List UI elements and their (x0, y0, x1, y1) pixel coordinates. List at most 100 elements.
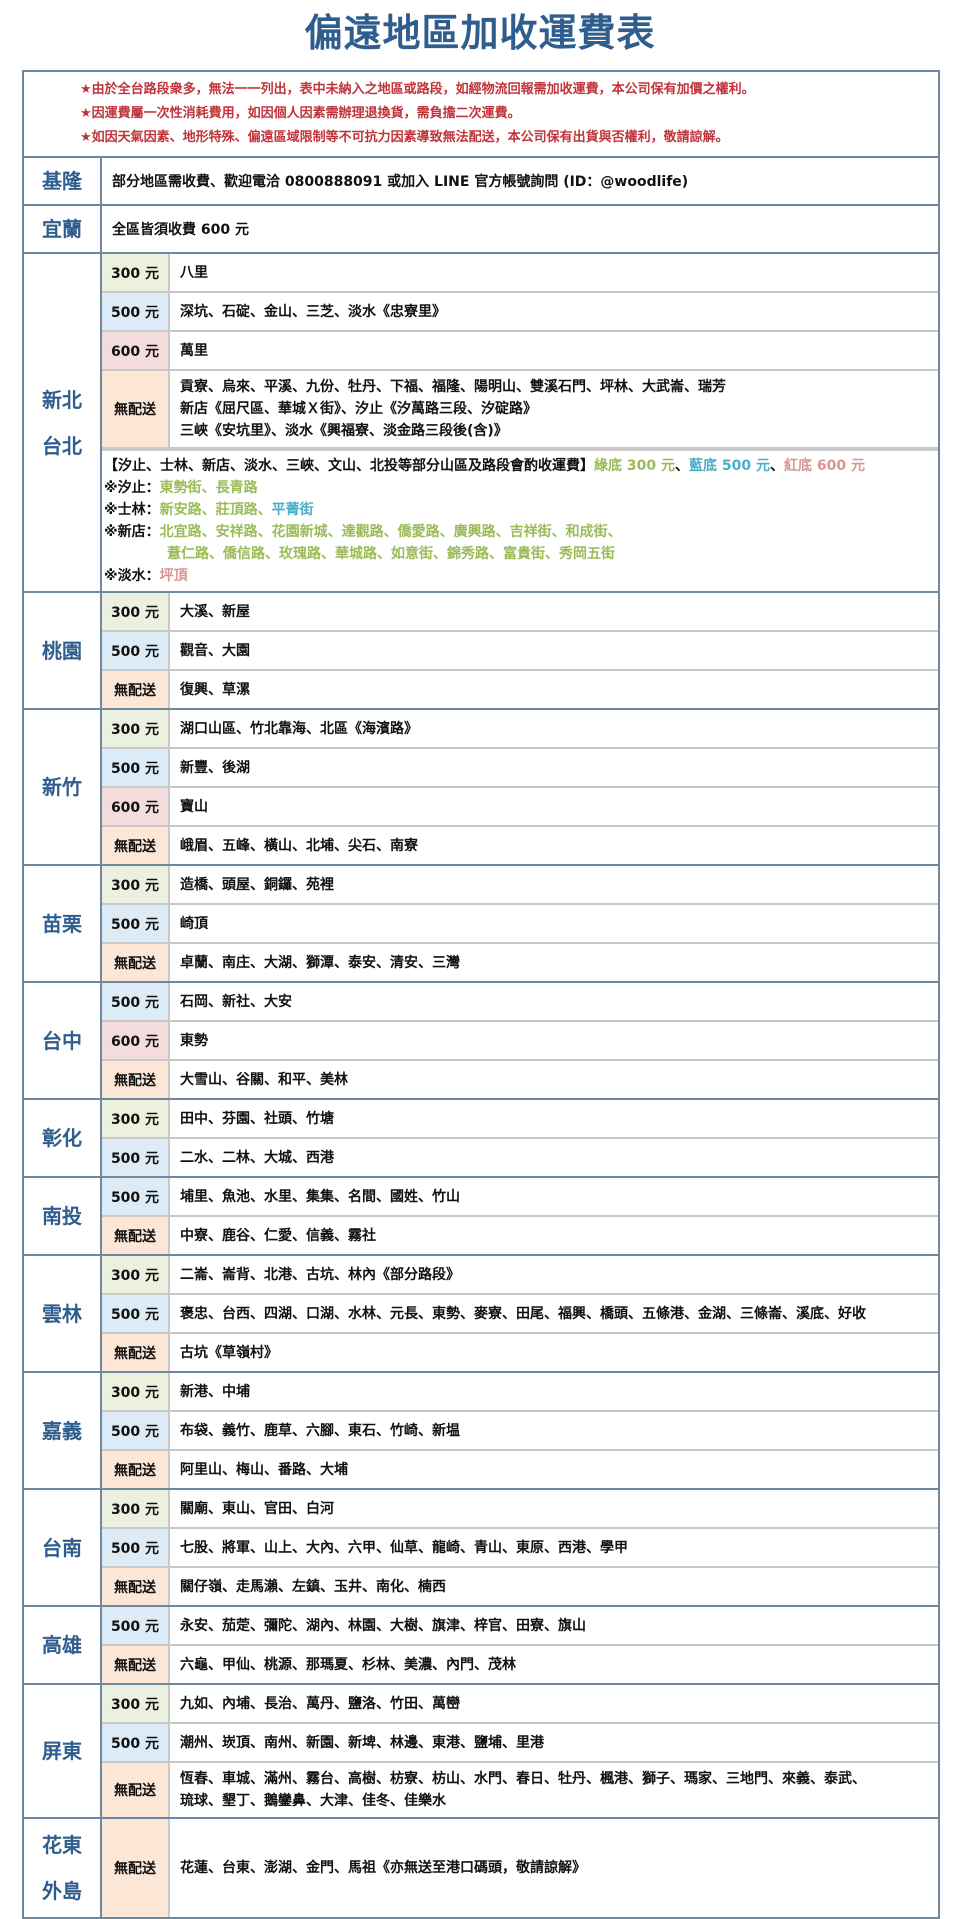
region-name: 花東 外島 (24, 1819, 102, 1917)
indent (104, 543, 167, 565)
region-5: 苗栗 300 元造橋、頭屋、銅鑼、苑裡 500 元崎頂 無配送 卓蘭、南庄、大湖、獅潭、… (24, 866, 938, 983)
region-description: 全區皆須收費 600 元 (112, 222, 249, 238)
surcharge-text: 紅底 600 元 (783, 458, 865, 474)
region-body: 300 元八里 500 元深坑、石碇、金山、三芝、淡水《忠寮里》 600 元萬里 無配… (102, 254, 938, 591)
fee-badge: 300 元 (102, 1685, 170, 1722)
surcharge-district-label: ※淡水： (104, 568, 160, 584)
area-line: 永安、茄萣、彌陀、湖內、林園、大樹、旗津、梓官、田寮、旗山 (180, 1617, 586, 1634)
fee-badge: 無配送 (102, 1334, 170, 1371)
area-line: 琉球、墾丁、鵝鑾鼻、大津、佳冬、佳樂水 (180, 1793, 446, 1809)
region-10: 嘉義 300 元新港、中埔 500 元布袋、義竹、鹿草、六腳、東石、竹崎、新塭 無配送… (24, 1373, 938, 1490)
fee-badge: 600 元 (102, 788, 170, 825)
fee-badge: 300 元 (102, 1373, 170, 1410)
fee-badge: 300 元 (102, 254, 170, 291)
fee-badge: 500 元 (102, 293, 170, 330)
shipping-fee-table: ★由於全台路段衆多，無法一一列出，表中未納入之地區或路段，如經物流回報需加收運費… (22, 70, 940, 1919)
area-list: 中寮、鹿谷、仁愛、信義、霧社 (170, 1217, 938, 1254)
region-body: 500 元永安、茄萣、彌陀、湖內、林園、大樹、旗津、梓官、田寮、旗山 無配送 六龜、… (102, 1607, 938, 1683)
fee-row: 600 元萬里 (102, 332, 938, 371)
fee-badge: 500 元 (102, 905, 170, 942)
region-name: 新竹 (24, 710, 102, 864)
area-list: 貢寮、烏來、平溪、九份、牡丹、下福、福隆、陽明山、雙溪石門、坪林、大武崙、瑞芳新… (170, 371, 938, 447)
fee-badge: 300 元 (102, 866, 170, 903)
area-line: 新豐、後湖 (180, 759, 250, 776)
area-line: 大雪山、谷關、和平、美林 (180, 1071, 348, 1088)
area-line: 二水、二林、大城、西港 (180, 1149, 334, 1166)
area-list: 潮州、崁頂、南州、新園、新埤、林邊、東港、鹽埔、里港 (170, 1724, 938, 1761)
fee-badge: 300 元 (102, 593, 170, 630)
region-name-line: 台中 (42, 1028, 82, 1053)
area-list: 湖口山區、竹北靠海、北區《海濱路》 (170, 710, 938, 747)
region-name-line: 新竹 (42, 775, 82, 799)
surcharge-text: 綠底 300 元 (594, 458, 675, 474)
fee-row: 無配送 卓蘭、南庄、大湖、獅潭、泰安、清安、三灣 (102, 944, 938, 981)
fee-row: 300 元田中、芬園、社頭、竹塘 (102, 1100, 938, 1139)
area-line: 東勢 (180, 1032, 208, 1049)
fee-badge: 無配送 (102, 1819, 170, 1917)
surcharge-line: 薏仁路、僑信路、玫瑰路、華城路、如意街、錦秀路、富貴街、秀岡五街 (104, 543, 938, 565)
fee-badge: 無配送 (102, 827, 170, 864)
fee-row: 500 元布袋、義竹、鹿草、六腳、東石、竹崎、新塭 (102, 1412, 938, 1451)
area-line: 觀音、大園 (180, 642, 250, 659)
area-line: 田中、芬園、社頭、竹塘 (180, 1110, 334, 1127)
fee-badge: 500 元 (102, 749, 170, 786)
region-name: 桃園 (24, 593, 102, 708)
surcharge-district-label: ※汐止： (104, 480, 160, 496)
region-body: 500 元埔里、魚池、水里、集集、名間、國姓、竹山 無配送 中寮、鹿谷、仁愛、信義、… (102, 1178, 938, 1254)
surcharge-text: 坪頂 (159, 568, 188, 584)
region-body: 300 元關廟、東山、官田、白河 500 元七股、將軍、山上、大內、六甲、仙草、龍… (102, 1490, 938, 1605)
area-line: 深坑、石碇、金山、三芝、淡水《忠寮里》 (180, 303, 446, 320)
fee-badge: 500 元 (102, 1139, 170, 1176)
area-line: 三峽《安坑里》、淡水《興福寮、淡金路三段後(含)》 (180, 423, 508, 439)
surcharge-text: 新安路、莊頂路、 (159, 502, 272, 518)
notice-block: ★由於全台路段衆多，無法一一列出，表中未納入之地區或路段，如經物流回報需加收運費… (24, 72, 938, 158)
fee-row: 無配送 峨眉、五峰、橫山、北埔、尖石、南寮 (102, 827, 938, 864)
region-list: 基隆 部分地區需收費、歡迎電洽 0800888091 或加入 LINE 官方帳號詢… (24, 158, 938, 1917)
region-body: 300 元造橋、頭屋、銅鑼、苑裡 500 元崎頂 無配送 卓蘭、南庄、大湖、獅潭、泰安… (102, 866, 938, 981)
region-body: 300 元湖口山區、竹北靠海、北區《海濱路》 500 元新豐、後湖 600 元寶山無… (102, 710, 938, 864)
region-6: 台中 500 元石岡、新社、大安 600 元東勢 無配送 大雪山、谷關、和平、美林 (24, 983, 938, 1100)
region-13: 屏東 300 元九如、內埔、長治、萬丹、鹽洛、竹田、萬巒 500 元潮州、崁頂、南州… (24, 1685, 938, 1819)
area-list: 永安、茄萣、彌陀、湖內、林園、大樹、旗津、梓官、田寮、旗山 (170, 1607, 938, 1644)
fee-badge: 300 元 (102, 1490, 170, 1527)
region-body: 300 元田中、芬園、社頭、竹塘 500 元二水、二林、大城、西港 (102, 1100, 938, 1176)
region-body: 300 元新港、中埔 500 元布袋、義竹、鹿草、六腳、東石、竹崎、新塭 無配送 阿里… (102, 1373, 938, 1488)
fee-row: 500 元崎頂 (102, 905, 938, 944)
area-line: 古坑《草嶺村》 (180, 1344, 278, 1361)
area-list: 古坑《草嶺村》 (170, 1334, 938, 1371)
fee-row: 無配送 大雪山、谷關、和平、美林 (102, 1061, 938, 1098)
fee-row: 300 元造橋、頭屋、銅鑼、苑裡 (102, 866, 938, 905)
area-line: 關仔嶺、走馬瀨、左鎮、玉井、南化、楠西 (180, 1578, 446, 1595)
area-line: 崎頂 (180, 915, 208, 932)
area-line: 石岡、新社、大安 (180, 993, 292, 1010)
notice-line: ★因運費屬一次性消耗費用，如因個人因素需辦理退換貨，需負擔二次運費。 (80, 106, 521, 121)
fee-row: 300 元二崙、崙背、北港、古坑、林內《部分路段》 (102, 1256, 938, 1295)
fee-row: 無配送 阿里山、梅山、番路、大埔 (102, 1451, 938, 1488)
fee-badge: 500 元 (102, 1529, 170, 1566)
area-line: 褒忠、台西、四湖、口湖、水林、元長、東勢、麥寮、田尾、福興、橋頭、五條港、金湖、… (180, 1305, 866, 1322)
page-title: 偏遠地區加收運費表 (304, 11, 656, 55)
region-8: 南投 500 元埔里、魚池、水里、集集、名間、國姓、竹山 無配送 中寮、鹿谷、仁愛、信… (24, 1178, 938, 1256)
fee-row: 無配送 六龜、甲仙、桃源、那瑪夏、杉林、美濃、內門、茂林 (102, 1646, 938, 1683)
region-name-line: 南投 (42, 1204, 82, 1228)
area-line: 布袋、義竹、鹿草、六腳、東石、竹崎、新塭 (180, 1422, 460, 1439)
region-name: 雲林 (24, 1256, 102, 1371)
area-list: 二崙、崙背、北港、古坑、林內《部分路段》 (170, 1256, 938, 1293)
fee-row: 無配送 中寮、鹿谷、仁愛、信義、霧社 (102, 1217, 938, 1254)
area-list: 萬里 (170, 332, 938, 369)
fee-row: 500 元永安、茄萣、彌陀、湖內、林園、大樹、旗津、梓官、田寮、旗山 (102, 1607, 938, 1646)
area-line: 卓蘭、南庄、大湖、獅潭、泰安、清安、三灣 (180, 954, 460, 971)
fee-row: 無配送 古坑《草嶺村》 (102, 1334, 938, 1371)
area-list: 六龜、甲仙、桃源、那瑪夏、杉林、美濃、內門、茂林 (170, 1646, 938, 1683)
region-2: 新北 台北 300 元八里 500 元深坑、石碇、金山、三芝、淡水《忠寮里》 600 元… (24, 254, 938, 593)
fee-badge: 無配送 (102, 944, 170, 981)
fee-badge: 無配送 (102, 1763, 170, 1817)
fee-row: 500 元褒忠、台西、四湖、口湖、水林、元長、東勢、麥寮、田尾、福興、橋頭、五條… (102, 1295, 938, 1334)
region-12: 高雄 500 元永安、茄萣、彌陀、湖內、林園、大樹、旗津、梓官、田寮、旗山 無配送六… (24, 1607, 938, 1685)
area-list: 田中、芬園、社頭、竹塘 (170, 1100, 938, 1137)
region-body: 300 元二崙、崙背、北港、古坑、林內《部分路段》 500 元褒忠、台西、四湖、口… (102, 1256, 938, 1371)
fee-row: 300 元湖口山區、竹北靠海、北區《海濱路》 (102, 710, 938, 749)
area-line: 潮州、崁頂、南州、新園、新埤、林邊、東港、鹽埔、里港 (180, 1734, 544, 1751)
area-line: 萬里 (180, 342, 208, 359)
region-name-line: 雲林 (42, 1301, 82, 1326)
